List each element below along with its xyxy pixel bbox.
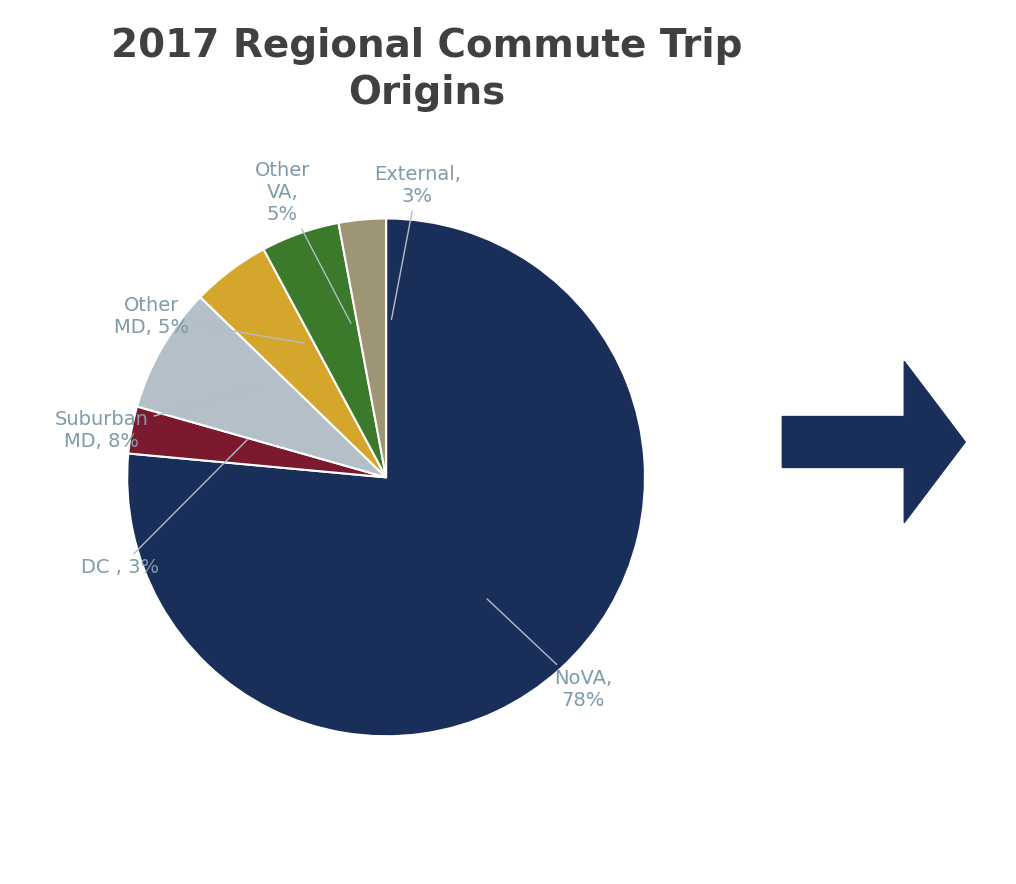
- Text: External,
3%: External, 3%: [374, 164, 460, 319]
- Text: Suburban
MD, 8%: Suburban MD, 8%: [55, 387, 258, 451]
- Wedge shape: [200, 249, 386, 477]
- Wedge shape: [338, 218, 386, 477]
- Wedge shape: [263, 223, 386, 477]
- Text: 2017 Regional Commute Trip
Origins: 2017 Regional Commute Trip Origins: [111, 27, 743, 111]
- Text: DC , 3%: DC , 3%: [80, 439, 247, 577]
- Wedge shape: [137, 297, 386, 477]
- Polygon shape: [782, 362, 965, 522]
- Wedge shape: [127, 218, 645, 736]
- Text: Other
MD, 5%: Other MD, 5%: [114, 296, 304, 343]
- Wedge shape: [128, 407, 386, 477]
- Text: Other
VA,
5%: Other VA, 5%: [255, 161, 351, 324]
- Text: NoVA,
78%: NoVA, 78%: [487, 599, 613, 710]
